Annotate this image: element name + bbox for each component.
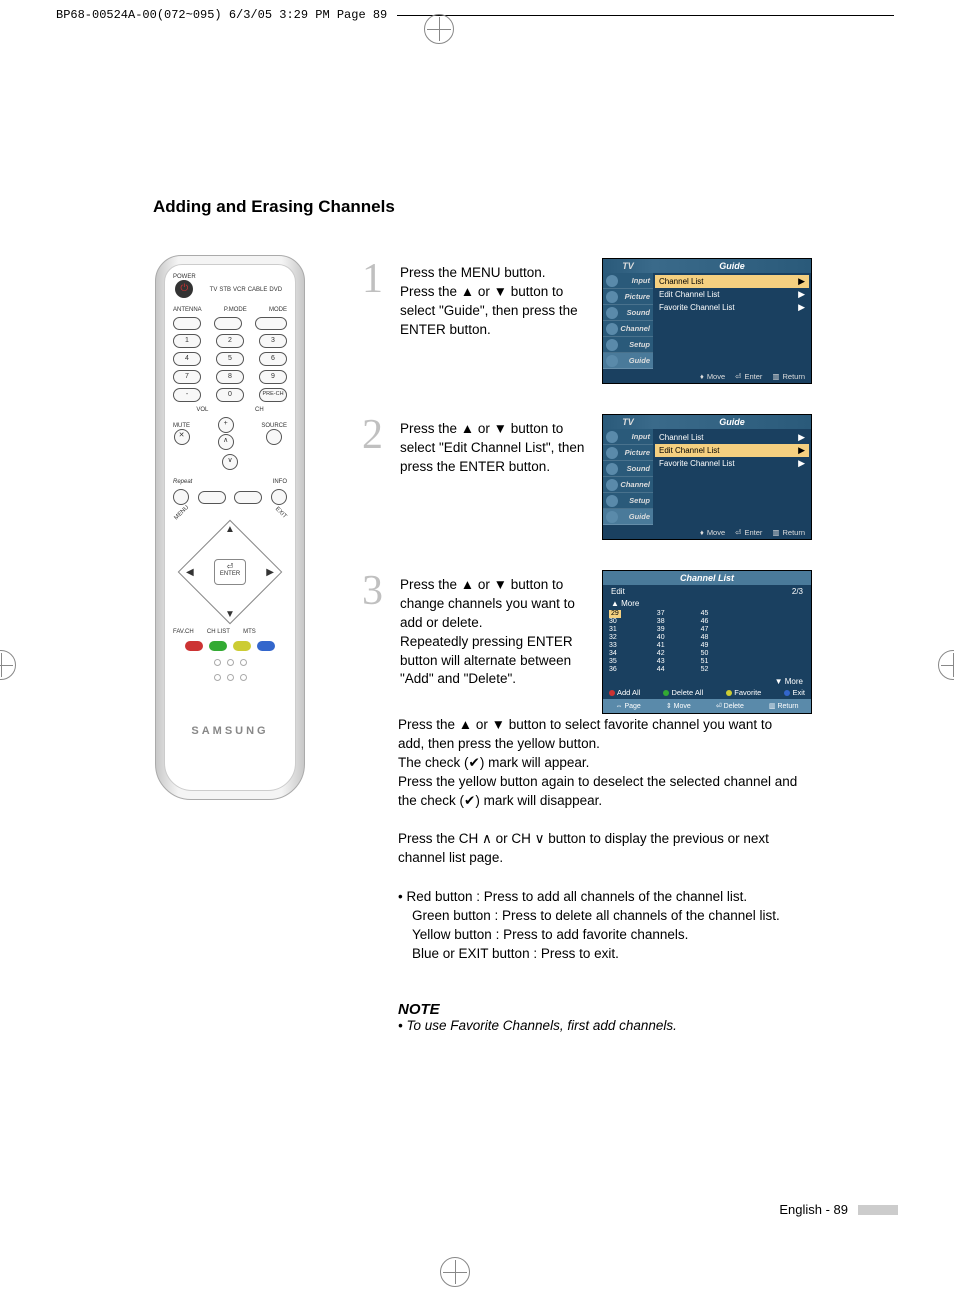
yellow-button: [233, 641, 251, 651]
num-dash: -: [173, 388, 201, 402]
osd-item-edit-list: Edit Channel List▶: [655, 288, 809, 301]
step-1: 1 Press the MENU button. Press the ▲ or …: [362, 258, 812, 384]
print-header: BP68-00524A-00(072~095) 6/3/05 3:29 PM P…: [56, 3, 954, 27]
dpad-right-icon: ▶: [266, 567, 274, 578]
osd-header-right: Guide: [653, 259, 811, 273]
num-5: 5: [216, 352, 244, 366]
crop-mark-left: [0, 650, 16, 680]
extra-p1: Press the ▲ or ▼ button to select favori…: [398, 716, 800, 810]
manual-page: BP68-00524A-00(072~095) 6/3/05 3:29 PM P…: [0, 0, 954, 1301]
chlist-hints: ⇔ Page ⇕ Move ⏎ Delete ▥ Return: [603, 699, 811, 713]
step-text: Press the ▲ or ▼ button to change channe…: [400, 570, 590, 714]
repeat-button: [198, 491, 226, 504]
page-footer: English - 89: [779, 1202, 898, 1217]
num-1: 1: [173, 334, 201, 348]
samsung-logo: SAMSUNG: [191, 725, 268, 737]
steps-column: 1 Press the MENU button. Press the ▲ or …: [362, 258, 812, 744]
num-9: 9: [259, 370, 287, 384]
color-buttons: [185, 641, 275, 651]
vol-up-button: +: [218, 417, 234, 433]
enter-button: ⏎ ENTER: [214, 559, 246, 585]
chlist-edit-label: Edit: [611, 585, 625, 598]
ch-up-button: ∧: [218, 434, 234, 450]
print-header-text: BP68-00524A-00(072~095) 6/3/05 3:29 PM P…: [56, 8, 387, 22]
osd-main: Channel List▶ Edit Channel List▶ Favorit…: [653, 273, 811, 369]
green-button: [209, 641, 227, 651]
menu-button: [173, 489, 189, 505]
note-body: • To use Favorite Channels, first add ch…: [398, 1018, 800, 1033]
exit-button: [271, 489, 287, 505]
mode-button: [255, 317, 287, 330]
extra-p2: Press the CH ∧ or CH ∨ button to display…: [398, 830, 800, 868]
antenna-button: [173, 317, 201, 330]
num-3: 3: [259, 334, 287, 348]
osd-footer: ♦ Move ⏎ Enter ▥ Return: [603, 369, 811, 383]
crop-mark-bottom: [440, 1257, 470, 1287]
crop-mark-right: [938, 650, 954, 680]
extra-instructions: Press the ▲ or ▼ button to select favori…: [398, 716, 800, 984]
small-buttons-row: [214, 659, 247, 666]
chlist-more-down: ▼ More: [603, 676, 811, 688]
note-title: NOTE: [398, 1001, 800, 1018]
num-2: 2: [216, 334, 244, 348]
footer-bar-light: [858, 1205, 898, 1215]
dpad-left-icon: ◀: [186, 567, 194, 578]
step-number: 3: [362, 570, 388, 714]
osd-header-left: TV: [603, 259, 653, 273]
dpad-up-icon: ▲: [225, 524, 235, 535]
osd-screenshot-3: Channel List Edit 2/3 ▲ More 29 30 31 32…: [602, 570, 812, 714]
page-number: English - 89: [779, 1202, 848, 1217]
chlist-color-actions: Add All Delete All Favorite Exit: [603, 688, 811, 699]
chlist-more-up: ▲ More: [603, 598, 811, 610]
section-title: Adding and Erasing Channels: [153, 197, 395, 217]
dpad-down-icon: ▼: [225, 609, 235, 620]
small-buttons-row2: [214, 674, 247, 681]
ch-down-button: ∨: [222, 454, 238, 470]
red-button: [185, 641, 203, 651]
step-text: Press the MENU button. Press the ▲ or ▼ …: [400, 258, 590, 384]
osd-item-fav-list: Favorite Channel List▶: [655, 301, 809, 314]
mute-button: ✕: [174, 429, 190, 445]
step-3: 3 Press the ▲ or ▼ button to change chan…: [362, 570, 812, 714]
power-button: ⏻: [175, 280, 193, 298]
note-block: NOTE • To use Favorite Channels, first a…: [398, 1001, 800, 1033]
source-button: [266, 429, 282, 445]
crop-mark-top: [424, 14, 454, 44]
osd-screenshot-2: TV Guide Input Picture Sound Channel Set…: [602, 414, 812, 540]
step-text: Press the ▲ or ▼ button to select "Edit …: [400, 414, 590, 540]
num-8: 8: [216, 370, 244, 384]
extra-p3: • Red button : Press to add all channels…: [398, 888, 800, 964]
osd-item-channel-list: Channel List▶: [655, 275, 809, 288]
step-number: 2: [362, 414, 388, 540]
dpad: ⏎ ENTER ▲ ▼ ◀ ▶: [180, 522, 280, 622]
chlist-page: 2/3: [792, 585, 803, 598]
info-button: [234, 491, 262, 504]
num-6: 6: [259, 352, 287, 366]
num-0: 0: [216, 388, 244, 402]
pre-ch-button: PRE-CH: [259, 388, 287, 402]
blue-button: [257, 641, 275, 651]
step-2: 2 Press the ▲ or ▼ button to select "Edi…: [362, 414, 812, 540]
remote-illustration: POWER ⏻ TV STB VCR CABLE DVD ANTENNA P.M…: [155, 255, 305, 800]
pmode-button: [214, 317, 242, 330]
step-number: 1: [362, 258, 388, 384]
chlist-grid: 29 30 31 32 33 34 35 36 37 38 39: [603, 610, 811, 676]
osd-sidebar: Input Picture Sound Channel Setup Guide: [603, 273, 653, 369]
header-line: [397, 15, 894, 16]
chlist-title: Channel List: [603, 571, 811, 585]
num-4: 4: [173, 352, 201, 366]
osd-screenshot-1: TV Guide Input Picture Sound Channel Set…: [602, 258, 812, 384]
num-7: 7: [173, 370, 201, 384]
